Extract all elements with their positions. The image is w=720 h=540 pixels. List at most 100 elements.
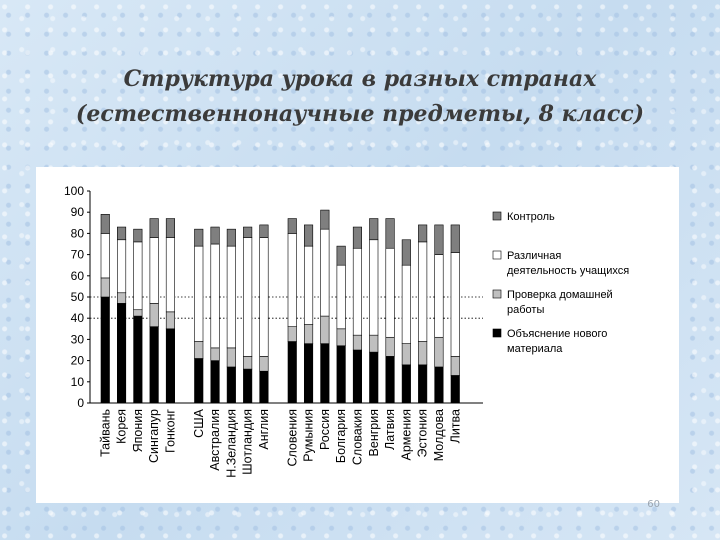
- y-tick-label-100: 100: [64, 184, 84, 198]
- bar-segment-7-series-3: [210, 243, 220, 349]
- legend-label-3-line-1: Проверка домашней: [507, 289, 613, 301]
- bar-segment-16-series-3: [369, 239, 379, 336]
- bar-segment-14-series-4: [336, 245, 346, 266]
- bar-segment-2-series-2: [117, 292, 127, 304]
- bar-segment-19-series-1: [418, 364, 428, 404]
- bar-segment-19-series-2: [418, 341, 428, 366]
- bar-segment-4-series-1: [149, 326, 159, 404]
- y-tick-label-0: 0: [77, 396, 84, 410]
- bar-segment-20-series-4: [434, 224, 444, 255]
- bar-segment-18-series-4: [401, 239, 411, 266]
- bar-segment-8-series-3: [226, 245, 236, 349]
- bar-segment-10-series-2: [259, 356, 269, 372]
- bar-segment-5-series-4: [165, 218, 175, 238]
- bar-segment-2-series-1: [117, 303, 127, 404]
- bar-segment-1-series-3: [100, 233, 110, 279]
- bar-segment-4-series-4: [149, 218, 159, 238]
- bar-segment-7-series-2: [210, 347, 220, 361]
- bar-segment-6-series-2: [194, 341, 204, 359]
- y-tick-label-50: 50: [71, 290, 85, 304]
- x-tick-label-5: Гонконг: [163, 409, 177, 453]
- legend-swatch-3: [492, 289, 502, 299]
- bar-segment-14-series-1: [336, 345, 346, 404]
- x-tick-label-3: Япония: [131, 409, 145, 452]
- bar-segment-8-series-1: [226, 366, 236, 404]
- bar-segment-17-series-2: [385, 336, 395, 357]
- bar-segment-1-series-4: [100, 214, 110, 234]
- bar-segment-5-series-3: [165, 237, 175, 313]
- bar-segment-1-series-2: [100, 277, 110, 298]
- legend-label-3-line-2: работы: [507, 304, 544, 316]
- bar-segment-12-series-2: [303, 324, 314, 344]
- slide-title-line-2: (естественнонаучные предметы, 8 класс): [75, 101, 645, 127]
- bar-segment-10-series-1: [259, 370, 269, 404]
- bar-segment-16-series-4: [369, 218, 379, 241]
- bar-segment-15-series-3: [352, 247, 363, 336]
- bar-segment-5-series-2: [165, 311, 175, 330]
- bar-segment-8-series-4: [226, 228, 236, 247]
- x-tick-label-4: Сингапур: [147, 409, 161, 463]
- bar-segment-12-series-4: [303, 224, 314, 247]
- bar-segment-7-series-4: [210, 226, 220, 245]
- y-tick-label-60: 60: [71, 269, 85, 283]
- x-tick-label-17: Латвия: [383, 409, 397, 450]
- legend-swatch-1: [492, 211, 502, 221]
- bar-segment-15-series-4: [352, 226, 363, 249]
- bar-segment-11-series-3: [287, 233, 297, 327]
- y-tick-label-20: 20: [71, 354, 85, 368]
- x-tick-label-12: Румыния: [302, 409, 316, 462]
- bar-segment-17-series-4: [385, 218, 395, 249]
- legend-label-2-line-2: деятельность учащихся: [507, 265, 629, 277]
- bar-segment-9-series-3: [243, 237, 253, 357]
- bar-segment-21-series-3: [450, 252, 460, 357]
- bar-segment-14-series-3: [336, 264, 346, 330]
- bar-segment-9-series-4: [243, 226, 253, 238]
- y-tick-label-10: 10: [71, 375, 85, 389]
- bar-segment-3-series-4: [133, 228, 143, 243]
- bar-segment-5-series-1: [165, 328, 175, 404]
- bar-segment-6-series-3: [194, 245, 204, 342]
- x-tick-label-2: Корея: [115, 409, 129, 444]
- bar-segment-10-series-4: [259, 224, 269, 238]
- x-tick-label-21: Литва: [448, 409, 462, 443]
- bar-segment-3-series-2: [133, 309, 143, 317]
- bar-segment-13-series-3: [320, 228, 330, 317]
- chart-panel: 0 10 20 30 40 50 60 70 80 90 100 Тайвань Корея Япония…: [36, 167, 679, 503]
- slide-number: 60: [647, 499, 660, 510]
- slide-title-line-1: Структура урока в разных странах: [123, 66, 597, 92]
- x-tick-label-7: Австралия: [208, 409, 222, 471]
- x-tick-label-13: Россия: [318, 409, 332, 450]
- x-tick-label-10: Англия: [257, 409, 271, 450]
- x-tick-label-16: Венгрия: [367, 409, 381, 456]
- bar-segment-18-series-2: [401, 343, 411, 366]
- bar-segment-17-series-3: [385, 247, 395, 338]
- y-tick-label-80: 80: [71, 226, 85, 240]
- bar-segment-1-series-1: [100, 296, 110, 404]
- bar-segment-11-series-2: [287, 326, 297, 342]
- bar-segment-15-series-2: [352, 334, 363, 351]
- bar-segment-13-series-2: [320, 315, 330, 344]
- x-tick-label-9: Шотландия: [241, 409, 255, 475]
- bar-segment-18-series-1: [401, 364, 411, 404]
- legend-label-2-line-1: Различная: [507, 250, 561, 262]
- x-tick-label-8: Н.Зеландия: [224, 409, 238, 478]
- bar-segment-10-series-3: [259, 237, 269, 357]
- y-tick-label-40: 40: [71, 311, 85, 325]
- bar-segment-7-series-1: [210, 360, 220, 404]
- bar-segment-4-series-2: [149, 303, 159, 327]
- bar-segment-21-series-4: [450, 224, 460, 253]
- x-tick-label-1: Тайвань: [98, 409, 112, 457]
- legend-swatch-2: [492, 250, 502, 260]
- bar-segment-2-series-4: [117, 226, 127, 241]
- bar-segment-9-series-2: [243, 356, 253, 370]
- legend-swatch-4: [492, 328, 502, 338]
- bar-segment-11-series-4: [287, 218, 297, 234]
- x-tick-label-15: Словакия: [350, 409, 364, 465]
- bar-segment-16-series-2: [369, 334, 379, 353]
- bar-segment-20-series-1: [434, 366, 444, 404]
- bar-segment-13-series-4: [320, 209, 330, 230]
- y-tick-label-30: 30: [71, 332, 85, 346]
- bar-segment-12-series-3: [303, 245, 314, 325]
- bar-segment-3-series-1: [133, 315, 143, 404]
- bar-segment-3-series-3: [133, 241, 143, 311]
